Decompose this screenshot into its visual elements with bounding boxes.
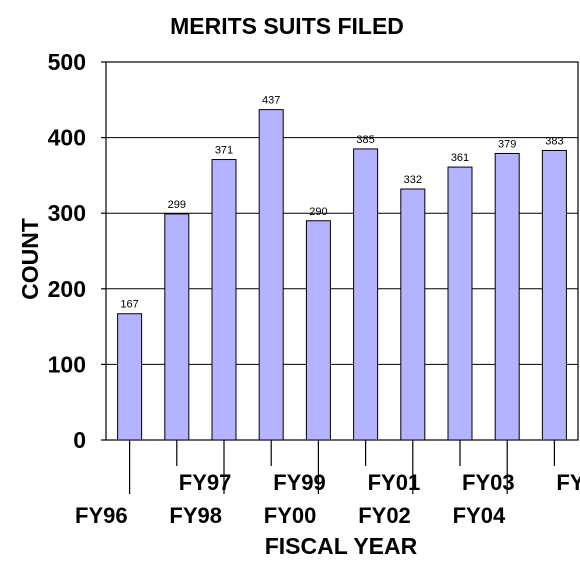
y-tick-label: 0 [73, 427, 86, 453]
x-tick-label: FY96 [75, 503, 128, 528]
data-label: 167 [120, 299, 138, 311]
x-tick-label: FY03 [462, 470, 515, 495]
y-tick-label: 500 [48, 49, 86, 75]
y-tick-label: 100 [48, 351, 86, 377]
data-label: 299 [168, 199, 186, 211]
data-label: 437 [262, 95, 280, 107]
data-label: 383 [545, 135, 563, 147]
data-label: 379 [498, 138, 516, 150]
x-tick-label: FY04 [453, 503, 506, 528]
bar [541, 149, 567, 441]
x-tick-label: FY97 [179, 470, 232, 495]
chart-title: MERITS SUITS FILED [170, 13, 404, 39]
bar [117, 313, 143, 441]
y-tick-label: 400 [48, 125, 86, 151]
bar [164, 213, 190, 441]
x-tick-label: FY05 [556, 470, 580, 495]
bar [447, 166, 473, 441]
x-tick-label: FY01 [368, 470, 421, 495]
data-label: 290 [309, 206, 327, 218]
x-axis-label: FISCAL YEAR [265, 533, 418, 559]
bar [400, 188, 426, 441]
data-label: 361 [451, 152, 469, 164]
plot-area: 0 100 200 300 400 500 167 FY96 299 FY97 371 FY98 437… [48, 49, 580, 528]
data-label: 385 [356, 134, 374, 146]
bar [211, 159, 237, 441]
x-tick-label: FY02 [358, 503, 411, 528]
data-label: 371 [215, 145, 233, 157]
y-axis-label: COUNT [17, 218, 43, 300]
x-tick-label: FY99 [273, 470, 326, 495]
bar [353, 148, 379, 441]
x-tick-label: FY00 [264, 503, 317, 528]
bar [258, 109, 284, 441]
bar [494, 152, 520, 441]
data-label: 332 [404, 174, 422, 186]
bar [305, 220, 331, 441]
y-tick-label: 300 [48, 200, 86, 226]
x-tick-label: FY98 [169, 503, 222, 528]
y-tick-label: 200 [48, 276, 86, 302]
